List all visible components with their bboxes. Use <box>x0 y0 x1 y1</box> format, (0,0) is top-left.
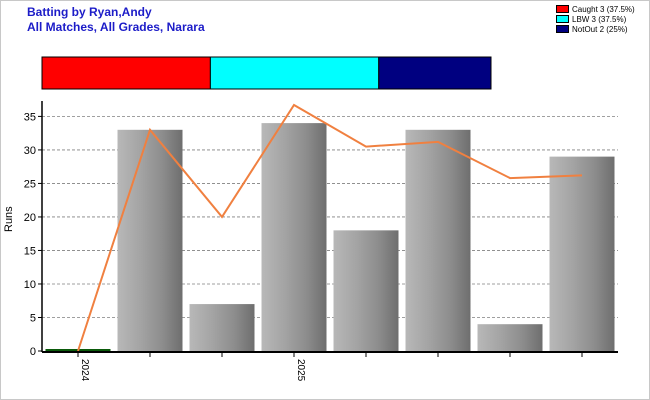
bar <box>477 324 543 351</box>
legend-item-caught: Caught 3 (37.5%) <box>556 4 635 15</box>
x-tick-label: 2024 <box>79 359 90 382</box>
bar <box>549 156 615 351</box>
bar <box>405 129 471 351</box>
bars <box>45 123 615 351</box>
chart-title: Batting by Ryan,Andy <box>27 5 152 19</box>
bar <box>189 304 255 351</box>
y-tick-label: 5 <box>30 312 36 324</box>
chart-subtitle: All Matches, All Grades, Narara <box>27 20 205 34</box>
legend-swatch-caught <box>556 4 569 13</box>
bar <box>261 123 327 351</box>
bar <box>333 230 399 351</box>
y-tick-label: 15 <box>24 245 36 257</box>
bar <box>117 129 183 351</box>
series-line <box>77 103 583 352</box>
y-tick-label: 10 <box>24 279 36 291</box>
summary-segment-caught <box>41 56 211 90</box>
y-tick-label: 25 <box>24 178 36 190</box>
legend-label-lbw: LBW 3 (37.5%) <box>572 15 627 24</box>
legend-swatch-lbw <box>556 14 569 23</box>
legend-item-notout: NotOut 2 (25%) <box>556 24 635 35</box>
line-series <box>77 103 583 352</box>
y-tick-label: 0 <box>30 346 36 358</box>
legend-swatch-notout <box>556 24 569 33</box>
legend-label-caught: Caught 3 (37.5%) <box>572 5 635 14</box>
summary-bar <box>41 56 492 90</box>
legend-item-lbw: LBW 3 (37.5%) <box>556 14 635 25</box>
y-tick-label: 30 <box>24 145 36 157</box>
y-tick-label: 20 <box>24 212 36 224</box>
y-tick-label: 35 <box>24 111 36 123</box>
summary-segment-lbw <box>209 56 380 90</box>
legend-label-notout: NotOut 2 (25%) <box>572 25 628 34</box>
legend: Caught 3 (37.5%) LBW 3 (37.5%) NotOut 2 … <box>556 4 635 35</box>
summary-segment-notout <box>378 56 492 90</box>
x-tick-label: 2025 <box>295 359 306 382</box>
